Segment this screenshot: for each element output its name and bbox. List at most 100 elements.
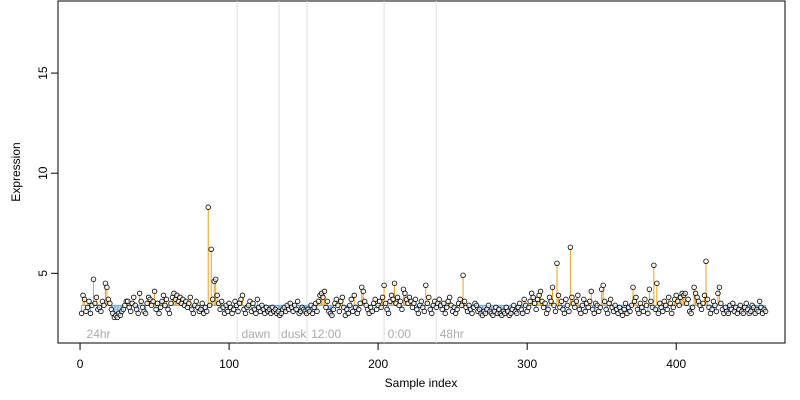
point — [640, 308, 647, 315]
point — [572, 304, 578, 311]
point — [701, 292, 708, 299]
point — [198, 306, 204, 313]
point — [716, 284, 723, 291]
point — [643, 302, 650, 309]
point — [636, 310, 642, 317]
point — [713, 308, 720, 315]
point — [567, 244, 574, 250]
point — [101, 302, 107, 309]
point — [604, 310, 611, 317]
point — [385, 310, 392, 317]
point — [555, 292, 562, 299]
point — [429, 310, 435, 317]
point — [348, 296, 355, 303]
point — [205, 204, 211, 210]
point — [718, 300, 724, 307]
point — [597, 304, 603, 311]
point — [446, 294, 453, 301]
annotation: 24hr — [87, 327, 111, 341]
point — [321, 288, 328, 295]
point — [351, 292, 357, 299]
point — [156, 310, 162, 317]
point — [293, 306, 299, 313]
point — [645, 310, 651, 317]
point — [153, 306, 159, 313]
y-tick-label: 10 — [36, 166, 50, 180]
point — [224, 308, 231, 315]
point — [391, 280, 398, 287]
point — [469, 310, 475, 317]
point — [654, 280, 660, 287]
point — [651, 262, 657, 269]
point — [588, 288, 594, 295]
point — [554, 260, 560, 267]
point — [212, 276, 219, 283]
point — [646, 286, 653, 293]
point — [461, 298, 468, 305]
point — [253, 310, 259, 317]
point — [336, 308, 343, 315]
point — [517, 300, 523, 307]
point — [511, 302, 517, 309]
point — [315, 298, 322, 305]
point — [441, 300, 447, 307]
point — [685, 296, 691, 303]
point — [402, 290, 408, 297]
point — [551, 302, 557, 309]
point — [630, 284, 636, 291]
point — [390, 296, 396, 303]
annotation: 0:00 — [388, 327, 412, 341]
point — [689, 304, 696, 311]
y-tick-label: 15 — [36, 66, 50, 80]
point — [601, 298, 608, 305]
point — [187, 294, 194, 301]
point — [666, 294, 672, 301]
point — [591, 310, 597, 317]
point — [333, 296, 340, 303]
point — [457, 296, 463, 303]
point — [436, 296, 442, 303]
point — [542, 300, 548, 307]
point — [581, 296, 587, 303]
point — [642, 296, 648, 303]
point — [442, 310, 448, 317]
x-tick-label: 200 — [368, 357, 388, 371]
point — [356, 306, 362, 313]
point — [748, 308, 754, 315]
point — [426, 294, 432, 301]
point — [655, 310, 662, 317]
point — [548, 298, 554, 305]
point — [250, 300, 256, 307]
point — [104, 284, 110, 291]
point — [691, 284, 697, 291]
point — [627, 308, 633, 315]
point — [527, 298, 533, 305]
point — [142, 310, 149, 317]
point — [93, 294, 100, 301]
point — [382, 300, 389, 307]
point — [136, 290, 143, 297]
point — [208, 246, 214, 252]
point — [578, 310, 584, 317]
point — [314, 308, 320, 315]
point — [628, 302, 635, 309]
point — [150, 298, 156, 305]
point — [715, 290, 721, 297]
point — [587, 298, 593, 305]
point — [563, 296, 569, 303]
point — [399, 306, 405, 313]
point — [239, 292, 246, 299]
point — [199, 300, 205, 307]
point — [418, 298, 425, 305]
point — [415, 310, 422, 317]
point — [378, 304, 384, 311]
point — [87, 310, 94, 317]
point — [357, 300, 363, 307]
point — [421, 308, 428, 315]
point — [582, 308, 588, 315]
point — [160, 292, 167, 299]
point — [379, 294, 386, 301]
point — [329, 312, 335, 319]
point — [561, 310, 568, 317]
